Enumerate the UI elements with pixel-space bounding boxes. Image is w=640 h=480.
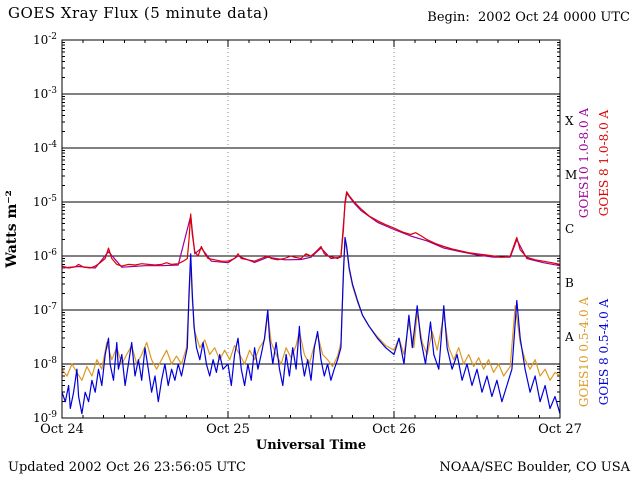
- y-tick-label: 10-7: [33, 302, 57, 317]
- series-line-goes10-0-5-4-0-a: [62, 240, 560, 381]
- x-tick-label: Oct 27: [538, 422, 582, 437]
- y-axis-title: Watts m⁻²: [4, 190, 20, 269]
- y-tick-label: 10-2: [33, 32, 57, 47]
- flare-class-letter-a: A: [564, 330, 574, 344]
- legend-label-goes-8-1-0-8-0-a: GOES 8 1.0-8.0 A: [597, 109, 611, 216]
- x-tick-label: Oct 26: [372, 422, 416, 437]
- flare-class-letter-b: B: [565, 276, 574, 290]
- flare-class-letter-m: M: [565, 168, 577, 182]
- updated-timestamp: Updated 2002 Oct 26 23:56:05 UTC: [8, 460, 246, 475]
- flare-class-letter-c: C: [565, 222, 574, 236]
- legend-label-goes10-1-0-8-0-a: GOES10 1.0-8.0 A: [577, 108, 591, 219]
- plot-border: [61, 39, 561, 419]
- series-group: [62, 191, 560, 415]
- x-tick-label: Oct 24: [40, 422, 84, 437]
- legend-label-goes10-0-5-4-0-a: GOES10 0.5-4.0 A: [577, 297, 591, 408]
- credit-label: NOAA/SEC Boulder, CO USA: [439, 460, 630, 475]
- y-tick-label: 10-6: [33, 248, 57, 263]
- flare-class-letter-x: X: [565, 114, 574, 128]
- y-tick-label: 10-4: [33, 140, 57, 155]
- x-tick-label: Oct 25: [206, 422, 250, 437]
- y-tick-label: 10-5: [33, 194, 57, 209]
- page-title: GOES Xray Flux (5 minute data): [8, 4, 269, 22]
- y-tick-label: 10-3: [33, 86, 57, 101]
- y-tick-label: 10-8: [33, 356, 57, 371]
- legend-label-goes-8-0-5-4-0-a: GOES 8 0.5-4.0 A: [597, 298, 611, 405]
- series-line-goes-8-1-0-8-0-a: [62, 191, 560, 269]
- series-line-goes10-1-0-8-0-a: [62, 192, 560, 269]
- series-line-goes-8-0-5-4-0-a: [62, 236, 560, 415]
- x-axis-title: Universal Time: [256, 438, 366, 453]
- begin-timestamp: Begin: 2002 Oct 24 0000 UTC: [427, 10, 630, 25]
